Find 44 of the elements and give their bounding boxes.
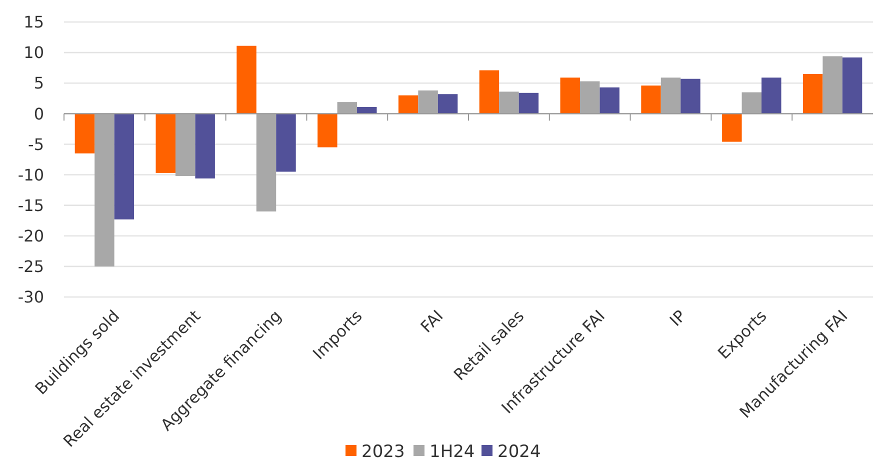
x-tick-label: IP (666, 306, 690, 330)
bar (195, 114, 215, 178)
bar (762, 78, 782, 114)
bar (822, 56, 842, 114)
bar (337, 102, 358, 114)
bar (802, 74, 823, 114)
bar (318, 114, 338, 148)
bar (580, 81, 600, 114)
y-tick-label: -10 (18, 165, 44, 184)
x-tick-label: FAI (416, 306, 447, 336)
bar (236, 46, 256, 114)
legend-label: 2023 (362, 442, 405, 461)
bar (842, 57, 862, 114)
bar (722, 114, 742, 142)
bar (398, 95, 418, 114)
bar (74, 114, 95, 154)
bar (641, 86, 661, 114)
y-tick-label: -30 (18, 288, 44, 307)
bar (175, 114, 196, 176)
bar (518, 92, 539, 114)
bar (560, 78, 580, 114)
bar (680, 78, 700, 114)
y-tick-label: 15 (24, 12, 44, 32)
bar (256, 114, 276, 212)
bar (600, 87, 620, 114)
bar (438, 94, 458, 114)
bar (276, 114, 296, 172)
y-tick-label: 5 (34, 74, 44, 93)
bar (94, 114, 114, 266)
bar (479, 70, 500, 114)
bar (499, 92, 519, 114)
y-tick-label: -20 (18, 226, 44, 246)
bar (156, 114, 176, 173)
legend-label: 2024 (498, 442, 541, 461)
bar (660, 78, 681, 114)
bar (114, 114, 134, 220)
bar (742, 92, 762, 114)
legend-label: 1H24 (430, 442, 475, 461)
y-tick-label: -15 (18, 196, 44, 215)
bar (418, 90, 438, 114)
y-tick-label: -25 (18, 257, 44, 276)
y-tick-label: 10 (24, 43, 44, 62)
y-tick-label: -5 (28, 134, 44, 154)
y-tick-label: 0 (34, 104, 44, 124)
